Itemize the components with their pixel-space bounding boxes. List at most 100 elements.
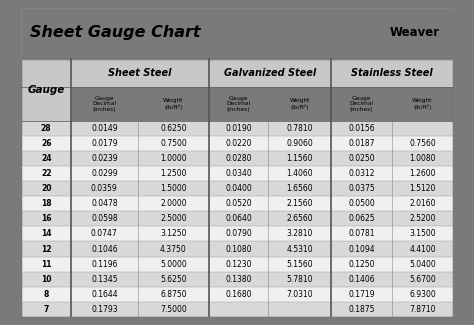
Text: 0.0280: 0.0280 (226, 154, 252, 163)
Text: 2.5200: 2.5200 (409, 214, 436, 223)
Text: 0.7500: 0.7500 (160, 139, 187, 148)
Text: 1.6560: 1.6560 (286, 184, 313, 193)
Bar (21, 211, 453, 227)
Text: 3.2810: 3.2810 (287, 229, 313, 239)
Text: 0.0239: 0.0239 (91, 154, 118, 163)
Text: 4.4100: 4.4100 (409, 244, 436, 254)
Text: 2.0160: 2.0160 (409, 199, 436, 208)
Text: 1.0000: 1.0000 (160, 154, 187, 163)
Text: Weight
(lb/ft²): Weight (lb/ft²) (290, 98, 310, 110)
Text: Galvanized Steel: Galvanized Steel (224, 68, 316, 78)
Bar (71, 59, 209, 87)
Text: 16: 16 (41, 214, 51, 223)
Text: 4.5310: 4.5310 (286, 244, 313, 254)
Text: 0.1196: 0.1196 (91, 260, 118, 268)
Text: 0.0190: 0.0190 (226, 124, 252, 133)
Text: 0.0220: 0.0220 (226, 139, 252, 148)
Text: Gauge
Decimal
(inches): Gauge Decimal (inches) (350, 96, 374, 112)
Text: 0.1345: 0.1345 (91, 275, 118, 284)
Text: 20: 20 (41, 184, 51, 193)
Text: 0.1406: 0.1406 (348, 275, 375, 284)
Text: Gauge
Decimal
(inches): Gauge Decimal (inches) (227, 96, 251, 112)
Text: 0.7810: 0.7810 (286, 124, 313, 133)
Text: 5.7810: 5.7810 (286, 275, 313, 284)
Text: 5.0000: 5.0000 (160, 260, 187, 268)
Text: Stainless Steel: Stainless Steel (351, 68, 433, 78)
Text: 0.0359: 0.0359 (91, 184, 118, 193)
Text: 0.0500: 0.0500 (348, 199, 375, 208)
Text: 0.1793: 0.1793 (91, 305, 118, 314)
Text: 0.0400: 0.0400 (225, 184, 252, 193)
Text: 0.0598: 0.0598 (91, 214, 118, 223)
Text: 1.2600: 1.2600 (409, 169, 436, 178)
Bar (21, 227, 453, 241)
Bar (21, 121, 453, 136)
Bar (21, 59, 453, 317)
Text: 0.1080: 0.1080 (226, 244, 252, 254)
Bar (21, 181, 453, 196)
Text: 3.1500: 3.1500 (409, 229, 436, 239)
Text: 0.1680: 0.1680 (226, 290, 252, 299)
Text: 1.0080: 1.0080 (409, 154, 436, 163)
Text: 0.0747: 0.0747 (91, 229, 118, 239)
Bar (21, 241, 453, 256)
Text: 0.7560: 0.7560 (409, 139, 436, 148)
Text: 0.6250: 0.6250 (160, 124, 187, 133)
Text: 8: 8 (44, 290, 49, 299)
Text: 5.1560: 5.1560 (286, 260, 313, 268)
Text: 0.0790: 0.0790 (225, 229, 252, 239)
Bar (21, 302, 453, 317)
Text: 4.3750: 4.3750 (160, 244, 187, 254)
Text: 0.0625: 0.0625 (348, 214, 375, 223)
Text: 1.5000: 1.5000 (160, 184, 187, 193)
Text: 0.0375: 0.0375 (348, 184, 375, 193)
Text: 2.1560: 2.1560 (286, 199, 313, 208)
Text: 0.1046: 0.1046 (91, 244, 118, 254)
Text: Weight
(lb/ft²): Weight (lb/ft²) (163, 98, 183, 110)
Text: 0.0156: 0.0156 (348, 124, 375, 133)
Text: 0.1380: 0.1380 (226, 275, 252, 284)
Text: 2.0000: 2.0000 (160, 199, 187, 208)
Text: 11: 11 (41, 260, 51, 268)
Text: 0.0312: 0.0312 (348, 169, 375, 178)
Text: 7.5000: 7.5000 (160, 305, 187, 314)
Text: 0.0149: 0.0149 (91, 124, 118, 133)
Text: 0.1719: 0.1719 (348, 290, 375, 299)
Text: 5.0400: 5.0400 (409, 260, 436, 268)
Text: 22: 22 (41, 169, 51, 178)
Text: 1.5120: 1.5120 (409, 184, 436, 193)
Text: 5.6700: 5.6700 (409, 275, 436, 284)
Text: 1.4060: 1.4060 (286, 169, 313, 178)
Text: 1.2500: 1.2500 (160, 169, 187, 178)
Text: Gauge: Gauge (27, 85, 65, 95)
Text: 0.0179: 0.0179 (91, 139, 118, 148)
Text: 0.0478: 0.0478 (91, 199, 118, 208)
Text: 0.0299: 0.0299 (91, 169, 118, 178)
Text: 10: 10 (41, 275, 51, 284)
Bar (21, 272, 453, 287)
Text: 0.0250: 0.0250 (348, 154, 375, 163)
Text: 0.0340: 0.0340 (225, 169, 252, 178)
Text: 26: 26 (41, 139, 51, 148)
Text: Sheet Gauge Chart: Sheet Gauge Chart (30, 25, 201, 40)
Text: 0.1250: 0.1250 (348, 260, 375, 268)
Bar (21, 287, 453, 302)
Text: 3.1250: 3.1250 (160, 229, 187, 239)
Text: Sheet Steel: Sheet Steel (108, 68, 172, 78)
Bar (21, 196, 453, 211)
Text: 5.6250: 5.6250 (160, 275, 187, 284)
Bar (21, 136, 453, 151)
Text: 2.5000: 2.5000 (160, 214, 187, 223)
Text: 0.0520: 0.0520 (226, 199, 252, 208)
Bar (21, 166, 453, 181)
Bar (209, 59, 331, 87)
Text: 24: 24 (41, 154, 51, 163)
Text: 1.1560: 1.1560 (286, 154, 313, 163)
Text: 2.6560: 2.6560 (286, 214, 313, 223)
Text: 6.9300: 6.9300 (409, 290, 436, 299)
Text: 0.0187: 0.0187 (348, 139, 375, 148)
Text: 0.9060: 0.9060 (286, 139, 313, 148)
Bar (331, 59, 453, 87)
Text: 28: 28 (41, 124, 52, 133)
Text: 14: 14 (41, 229, 51, 239)
